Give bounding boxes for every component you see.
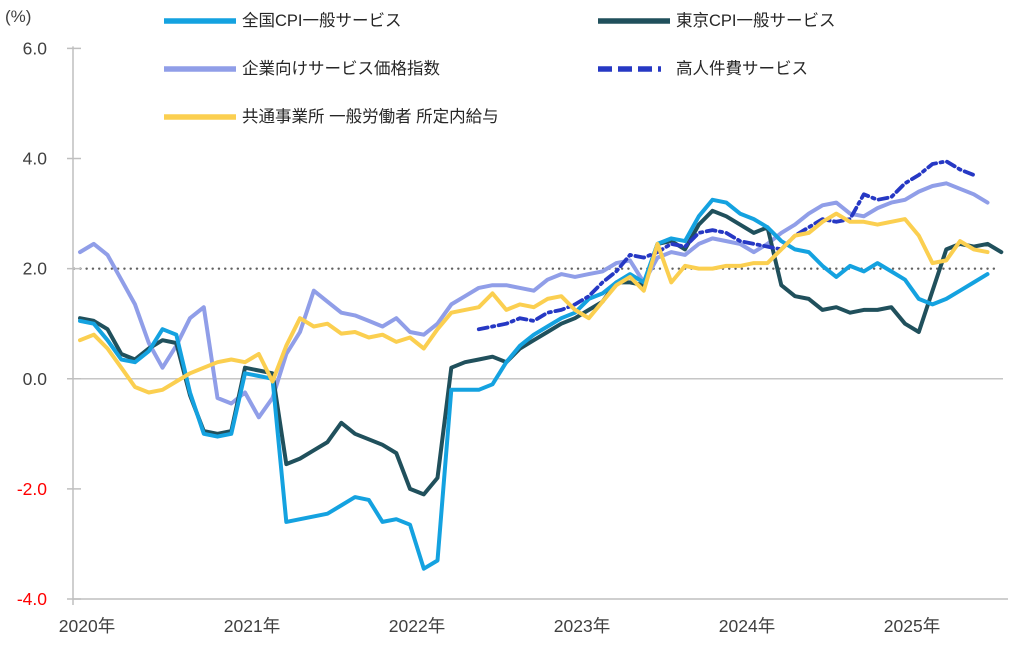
series-line-tokyo-cpi-general-services (78, 208, 1004, 497)
legend-label-high-labor-cost-services: 高人件費サービス (676, 60, 808, 78)
legend-swatch-services-ppi (164, 66, 236, 72)
legend-item-services-ppi: 企業向けサービス価格指数 (163, 58, 440, 80)
y-tick-label-4.0: 4.0 (23, 149, 48, 169)
x-tick-label-2022年: 2022年 (389, 616, 445, 636)
legend-item-tokyo-cpi-general-services: 東京CPI一般サービス (597, 10, 836, 32)
x-tick-label-2021年: 2021年 (224, 616, 280, 636)
series-line-national-cpi-general-services (78, 197, 990, 571)
legend-swatch-scheduled-wages-common-establishments (164, 114, 236, 120)
legend-swatch-tokyo-cpi-general-services (598, 18, 670, 24)
y-axis-unit-label: (%) (5, 7, 32, 26)
series-line-scheduled-wages-common-establishments (78, 211, 990, 395)
y-tick-label-0.0: 0.0 (23, 369, 48, 389)
legend-swatch-high-labor-cost-services (598, 66, 670, 72)
y-tick-label-6.0: 6.0 (23, 38, 48, 58)
legend-label-tokyo-cpi-general-services: 東京CPI一般サービス (676, 12, 836, 30)
legend-item-scheduled-wages-common-establishments: 共通事業所 一般労働者 所定内給与 (163, 106, 499, 128)
legend-swatch-national-cpi-general-services (164, 18, 236, 24)
legend-item-high-labor-cost-services: 高人件費サービス (597, 58, 808, 80)
legend-item-national-cpi-general-services: 全国CPI一般サービス (163, 10, 402, 32)
x-tick-label-2025年: 2025年 (884, 616, 940, 636)
y-tick-label--2.0: -2.0 (17, 479, 47, 499)
x-tick-label-2020年: 2020年 (59, 616, 115, 636)
x-tick-label-2023年: 2023年 (554, 616, 610, 636)
y-tick-label-2.0: 2.0 (23, 259, 48, 279)
chart-legend: 全国CPI一般サービス 東京CPI一般サービス企業向けサービス価格指数 高人件費サー… (0, 0, 1016, 140)
series-line-services-ppi (78, 181, 990, 420)
legend-label-national-cpi-general-services: 全国CPI一般サービス (242, 12, 402, 30)
series-line-high-labor-cost-services (476, 159, 976, 332)
y-tick-label--4.0: -4.0 (17, 589, 47, 609)
x-tick-label-2024年: 2024年 (719, 616, 775, 636)
legend-label-scheduled-wages-common-establishments: 共通事業所 一般労働者 所定内給与 (242, 108, 499, 126)
legend-label-services-ppi: 企業向けサービス価格指数 (242, 60, 440, 78)
